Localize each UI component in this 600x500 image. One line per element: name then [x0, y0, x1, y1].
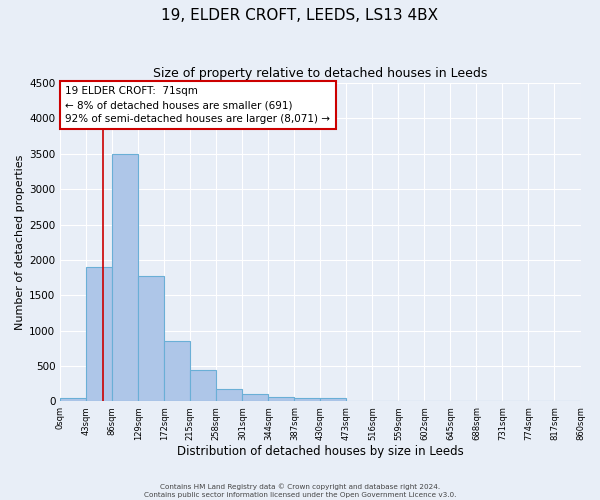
Bar — [320, 398, 346, 402]
Y-axis label: Number of detached properties: Number of detached properties — [15, 154, 25, 330]
Bar — [242, 394, 268, 402]
Text: 19 ELDER CROFT:  71sqm
← 8% of detached houses are smaller (691)
92% of semi-det: 19 ELDER CROFT: 71sqm ← 8% of detached h… — [65, 86, 331, 124]
Bar — [190, 370, 217, 402]
Bar — [60, 398, 86, 402]
Bar — [268, 396, 295, 402]
Text: 19, ELDER CROFT, LEEDS, LS13 4BX: 19, ELDER CROFT, LEEDS, LS13 4BX — [161, 8, 439, 22]
Text: Contains HM Land Registry data © Crown copyright and database right 2024.
Contai: Contains HM Land Registry data © Crown c… — [144, 484, 456, 498]
Bar — [217, 389, 242, 402]
Bar — [164, 342, 190, 402]
Bar — [86, 267, 112, 402]
Bar — [112, 154, 139, 402]
Title: Size of property relative to detached houses in Leeds: Size of property relative to detached ho… — [153, 68, 488, 80]
Bar — [139, 276, 164, 402]
Bar — [295, 398, 320, 402]
X-axis label: Distribution of detached houses by size in Leeds: Distribution of detached houses by size … — [177, 444, 464, 458]
